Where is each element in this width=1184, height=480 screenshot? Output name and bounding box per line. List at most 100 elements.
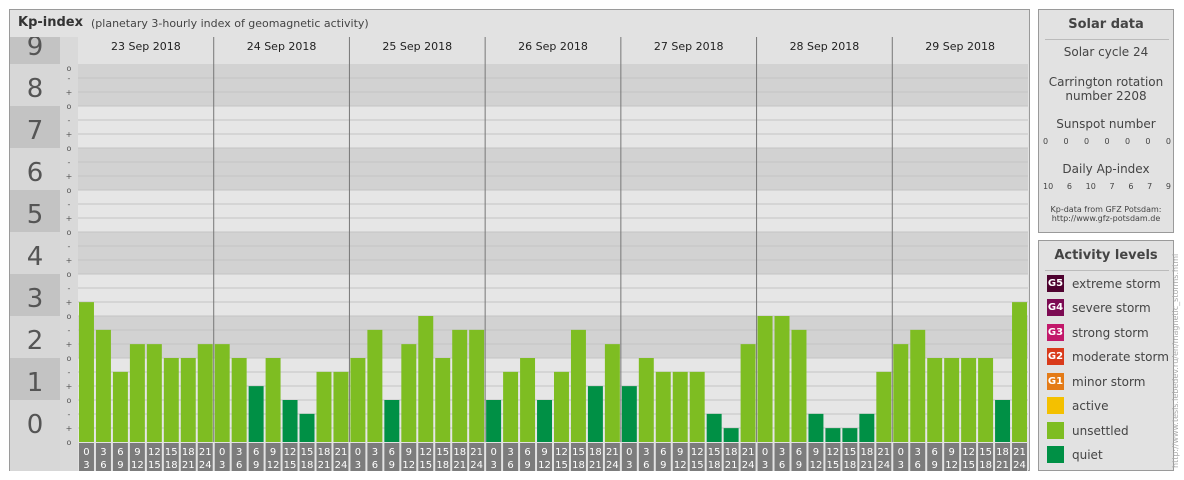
level-active: active: [1047, 396, 1108, 415]
kp-bar: [129, 344, 145, 442]
interval-end-label: 3: [355, 460, 361, 471]
interval-end-label: 15: [962, 460, 975, 471]
interval-cell: [655, 443, 671, 471]
day-label: 29 Sep 2018: [925, 40, 995, 53]
interval-end-label: 15: [827, 460, 840, 471]
kp-bar: [842, 428, 858, 442]
kp-index-band: [10, 148, 60, 190]
interval-end-label: 6: [507, 460, 513, 471]
kp-band: [78, 148, 1028, 190]
interval-start-label: 3: [236, 447, 242, 458]
interval-start-label: 12: [148, 447, 161, 458]
divider: [1045, 270, 1169, 271]
interval-end-label: 12: [945, 460, 958, 471]
kp-bar: [740, 344, 756, 442]
interval-start-label: 6: [660, 447, 666, 458]
interval-end-label: 6: [643, 460, 649, 471]
sunspot-value: 0: [1043, 137, 1049, 146]
interval-cell: [995, 443, 1011, 471]
interval-start-label: 12: [555, 447, 568, 458]
kp-bar: [774, 316, 790, 442]
y-minor-tick: +: [66, 172, 73, 181]
kp-bar-chart: 9876543210o-+o-+o-+o-+o-+o-+o-+o-+o-+o23…: [10, 37, 1028, 471]
y-minor-tick: o: [67, 144, 72, 153]
interval-start-label: 21: [877, 447, 890, 458]
interval-end-label: 9: [117, 460, 123, 471]
kp-band: [78, 190, 1028, 232]
kp-band: [78, 316, 1028, 358]
interval-cell: [774, 443, 790, 471]
kp-index-band: [10, 232, 60, 274]
interval-end-label: 15: [148, 460, 161, 471]
interval-cell: [163, 443, 179, 471]
y-minor-tick: o: [67, 270, 72, 279]
interval-start-label: 12: [284, 447, 297, 458]
interval-end-label: 24: [335, 460, 348, 471]
interval-cell: [146, 443, 162, 471]
interval-start-label: 15: [436, 447, 449, 458]
kp-bar: [757, 316, 773, 442]
y-minor-tick: +: [66, 88, 73, 97]
kp-index-band: [10, 64, 60, 106]
y-tick-label: 1: [27, 368, 44, 398]
level-swatch: G3: [1047, 324, 1064, 341]
kp-band: [78, 106, 1028, 148]
y-tick-label: 4: [27, 242, 44, 272]
interval-end-label: 9: [932, 460, 938, 471]
y-minor-tick: o: [67, 396, 72, 405]
interval-start-label: 12: [962, 447, 975, 458]
interval-end-label: 21: [453, 460, 466, 471]
y-minor-tick: -: [68, 410, 71, 419]
kp-bar: [672, 371, 688, 442]
interval-start-label: 18: [453, 447, 466, 458]
level-extreme-storm: G5 extreme storm: [1047, 274, 1161, 293]
interval-start-label: 3: [372, 447, 378, 458]
interval-cell: [112, 443, 128, 471]
sunspot-value: 0: [1083, 137, 1090, 146]
kp-bar: [859, 413, 875, 442]
interval-start-label: 0: [898, 447, 904, 458]
level-label: active: [1072, 398, 1109, 413]
interval-cell: [927, 443, 943, 471]
ap-value: 6: [1128, 182, 1134, 191]
data-source-link[interactable]: http://www.gfz-potsdam.de: [1051, 214, 1161, 223]
interval-cell: [418, 443, 434, 471]
interval-start-label: 18: [589, 447, 602, 458]
interval-cell: [842, 443, 858, 471]
interval-cell: [367, 443, 383, 471]
interval-cell: [214, 443, 230, 471]
interval-cell: [248, 443, 264, 471]
interval-cell: [537, 443, 552, 471]
sunspot-label: Sunspot number: [1056, 117, 1156, 131]
kp-bar: [808, 413, 824, 442]
interval-end-label: 18: [979, 460, 992, 471]
interval-start-label: 15: [572, 447, 585, 458]
interval-start-label: 15: [708, 447, 721, 458]
kp-bar: [689, 371, 705, 442]
interval-end-label: 24: [742, 460, 755, 471]
interval-end-label: 12: [674, 460, 687, 471]
ap-value: 10: [1043, 182, 1054, 191]
kp-bar: [910, 329, 926, 442]
minor-tick-column: [60, 37, 78, 471]
interval-end-label: 6: [372, 460, 378, 471]
level-strong-storm: G3 strong storm: [1047, 323, 1149, 342]
y-minor-tick: +: [66, 382, 73, 391]
y-minor-tick: +: [66, 130, 73, 139]
level-severe-storm: G4 severe storm: [1047, 298, 1151, 317]
interval-start-label: 0: [762, 447, 768, 458]
interval-cell: [706, 443, 722, 471]
kp-bar: [995, 400, 1011, 442]
activity-title: Activity levels: [1054, 248, 1158, 263]
interval-start-label: 18: [860, 447, 873, 458]
kp-index-band: [10, 358, 60, 400]
credit-url[interactable]: http://www.tesis.lebedev.ru/en/magnetic_…: [1171, 253, 1180, 468]
interval-cell: [587, 443, 603, 471]
level-label: severe storm: [1072, 300, 1151, 315]
interval-end-label: 24: [606, 460, 619, 471]
kp-bar: [537, 400, 552, 442]
ap-value: 9: [1165, 182, 1171, 191]
level-swatch: [1047, 397, 1064, 414]
level-label: minor storm: [1072, 374, 1146, 389]
ap-values: 10 6 10 7 6 7 9: [1043, 182, 1171, 191]
